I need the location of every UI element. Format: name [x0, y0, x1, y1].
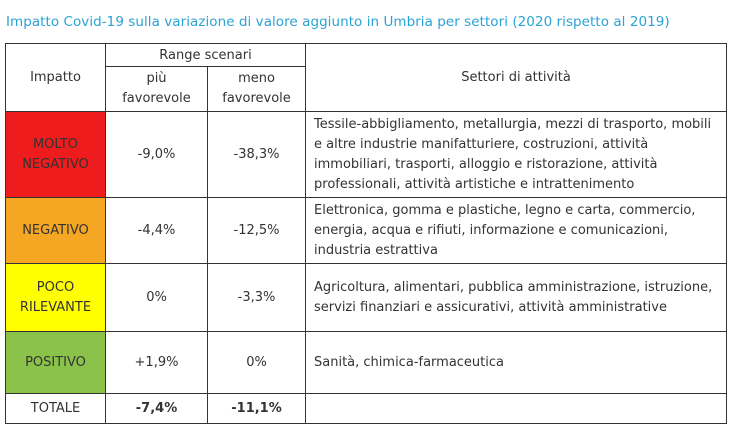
meno-favorevole-value: 0% [206, 331, 307, 394]
header-row-1: Impatto Range scenari Settori di attivit… [5, 43, 728, 112]
table-row-positivo: POSITIVO +1,9% 0% Sanità, chimica-farmac… [5, 331, 728, 394]
header-piu-favorevole: più favorevole [105, 66, 208, 112]
header-settori: Settori di attività [305, 43, 728, 112]
impact-label-line1: NEGATIVO [22, 222, 89, 238]
table-title: Impatto Covid-19 sulla variazione di val… [6, 14, 670, 30]
totale-label: TOTALE [5, 393, 106, 424]
piu-favorevole-value: 0% [105, 263, 208, 332]
settori-cell: Elettronica, gomma e plastiche, legno e … [305, 197, 728, 264]
header-meno-favorevole: meno favorevole [206, 66, 307, 112]
impact-cell-negativo: NEGATIVO [5, 197, 106, 264]
meno-favorevole-value: -38,3% [206, 111, 307, 198]
piu-favorevole-value: +1,9% [105, 331, 208, 394]
header-meno-line1: meno [238, 71, 275, 86]
table-row-negativo: NEGATIVO -4,4% -12,5% Elettronica, gomma… [5, 197, 728, 264]
settori-cell: Tessile-abbigliamento, metallurgia, mezz… [305, 111, 728, 198]
impact-label-line1: MOLTO [32, 136, 79, 152]
impact-cell-molto-negativo: MOLTO NEGATIVO [5, 111, 106, 198]
impact-label-line1: POCO [36, 279, 75, 295]
impact-label-line2: NEGATIVO [22, 156, 89, 172]
impact-label-line2: RILEVANTE [19, 299, 92, 315]
header-piu-line2: favorevole [122, 91, 191, 106]
piu-favorevole-value: -9,0% [105, 111, 208, 198]
table-row-molto-negativo: MOLTO NEGATIVO -9,0% -38,3% Tessile-abbi… [5, 111, 728, 198]
header-piu-line1: più [146, 71, 167, 86]
impact-table: Impatto Range scenari Settori di attivit… [5, 43, 728, 424]
header-row-2: più favorevole meno favorevole [6, 66, 727, 112]
meno-favorevole-value: -3,3% [206, 263, 307, 332]
impact-cell-poco-rilevante: POCO RILEVANTE [5, 263, 106, 332]
settori-cell: Agricoltura, alimentari, pubblica ammini… [305, 263, 728, 332]
table-row-poco-rilevante: POCO RILEVANTE 0% -3,3% Agricoltura, ali… [5, 263, 728, 332]
header-range-scenari: Range scenari [104, 43, 307, 67]
meno-favorevole-value: -12,5% [206, 197, 307, 264]
piu-favorevole-value: -4,4% [105, 197, 208, 264]
totale-piu-value: -7,4% [105, 393, 208, 424]
header-impatto: Impatto [5, 43, 106, 112]
settori-cell: Sanità, chimica-farmaceutica [305, 331, 728, 394]
impact-label-line1: POSITIVO [25, 354, 86, 370]
totale-empty-cell [305, 393, 728, 424]
impact-cell-positivo: POSITIVO [5, 331, 106, 394]
header-meno-line2: favorevole [222, 91, 291, 106]
totale-meno-value: -11,1% [206, 393, 307, 424]
table-row-totale: TOTALE -7,4% -11,1% [5, 393, 728, 424]
